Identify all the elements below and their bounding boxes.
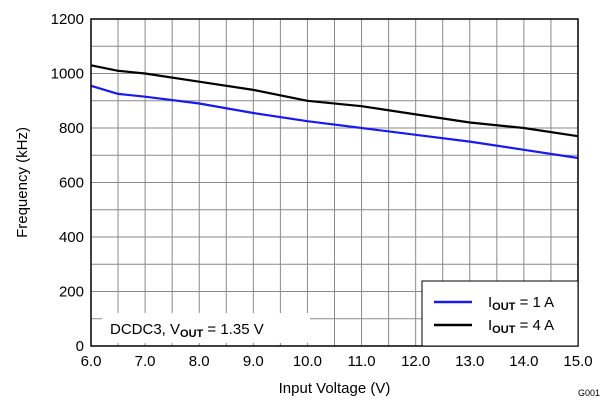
legend-label-1a-sub: OUT: [492, 301, 516, 313]
legend-label-1a-main: I: [488, 294, 492, 311]
x-tick-label: 8.0: [189, 353, 210, 370]
annotation-text: DCDC3, VOUT = 1.35 V: [110, 321, 264, 340]
x-tick-label: 11.0: [348, 353, 376, 370]
annotation-box: DCDC3, VOUT = 1.35 V: [102, 313, 310, 343]
x-tick-label: 12.0: [401, 353, 430, 370]
annotation-background: [102, 313, 310, 343]
y-tick-label: 1000: [51, 66, 84, 83]
y-tick-label: 400: [59, 229, 84, 246]
series-line-4a: [90, 64, 579, 138]
y-tick-label: 0: [76, 338, 84, 355]
y-tick-label: 1200: [51, 11, 84, 28]
legend-label-1a: IOUT = 1 A: [488, 294, 554, 313]
annotation-main: DCDC3, V: [110, 321, 180, 338]
legend-label-4a-main: I: [488, 317, 492, 334]
series-layer: [90, 64, 579, 160]
legend-box: [421, 280, 579, 347]
x-tick-labels: 6.0 7.0 8.0 9.0 10.0 11.0 12.0 13.0 14.0 15.0: [81, 353, 593, 370]
x-tick-label: 6.0: [81, 353, 102, 370]
legend-label-4a: IOUT = 4 A: [488, 317, 554, 336]
x-tick-label: 9.0: [243, 353, 264, 370]
y-axis-label: Frequency (kHz): [14, 127, 31, 238]
x-tick-label: 14.0: [509, 353, 538, 370]
x-axis-label: Input Voltage (V): [279, 380, 391, 397]
legend-label-4a-tail: = 4 A: [515, 317, 554, 334]
y-tick-label: 600: [59, 175, 84, 192]
legend-label-1a-tail: = 1 A: [515, 294, 554, 311]
y-tick-label: 200: [59, 284, 84, 301]
x-tick-label: 13.0: [455, 353, 484, 370]
x-tick-label: 10.0: [293, 353, 322, 370]
x-tick-label: 7.0: [135, 353, 156, 370]
legend: IOUT = 1 A IOUT = 4 A: [421, 280, 579, 347]
figure-id: G001: [578, 388, 600, 398]
y-tick-label: 800: [59, 120, 84, 137]
annotation-subscript: OUT: [180, 328, 204, 340]
legend-label-4a-sub: OUT: [492, 324, 516, 336]
plot-frame: [90, 18, 579, 347]
x-tick-label: 15.0: [563, 353, 592, 370]
annotation-tail: = 1.35 V: [203, 321, 263, 338]
series-line-1a: [90, 84, 579, 160]
y-tick-labels: 0 200 400 600 800 1000 1200: [51, 11, 84, 355]
